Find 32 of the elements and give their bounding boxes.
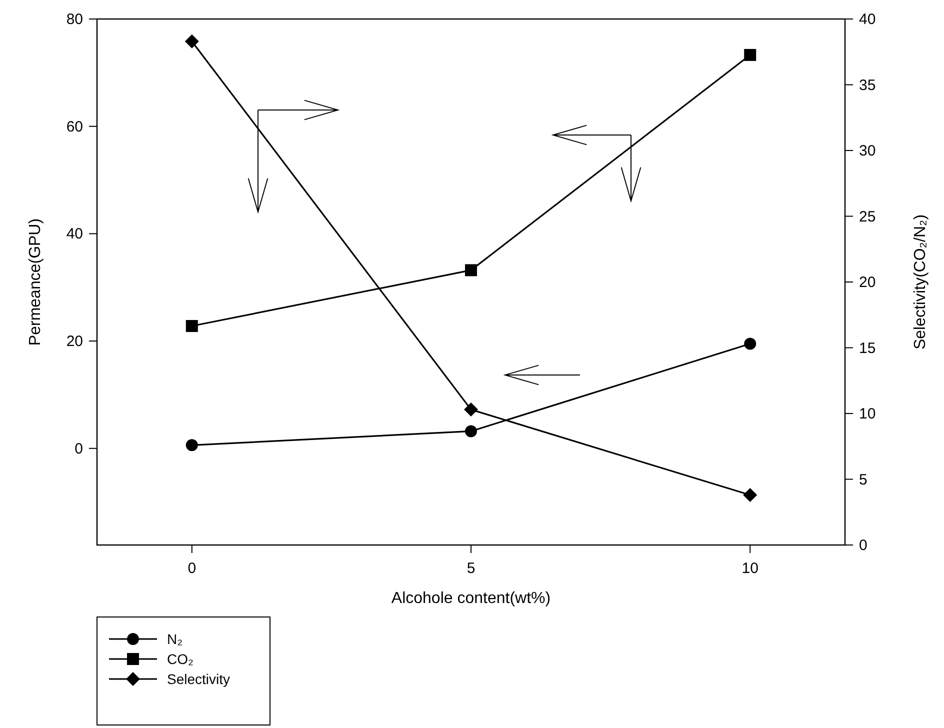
x-axis-title: Alcohole content(wt%) — [391, 590, 551, 607]
point — [464, 402, 478, 417]
legend-label: N₂ — [167, 631, 183, 647]
legend-label: CO₂ — [167, 651, 194, 667]
y-tick-label: 20 — [66, 333, 83, 350]
y2-axis-title: Selectivity(CO₂/N₂) — [912, 214, 929, 350]
x-tick-label: 5 — [466, 560, 476, 577]
x-tick-label: 10 — [742, 560, 758, 577]
y-tick-label: 0 — [74, 440, 83, 458]
point — [465, 264, 477, 276]
y-tick-label: 60 — [66, 118, 83, 136]
x-tick-label: 0 — [188, 560, 196, 577]
y2-tick-label: 30 — [859, 142, 876, 160]
y2-tick-label: 35 — [859, 76, 876, 94]
point — [744, 48, 756, 61]
y2-tick-label: 5 — [859, 471, 868, 488]
legend-label: Selectivity — [167, 671, 230, 687]
point — [465, 425, 477, 438]
y2-tick-label: 10 — [859, 406, 876, 422]
y-tick-label: 40 — [66, 226, 83, 243]
y2-tick-label: 15 — [859, 340, 876, 357]
y2-tick-label: 0 — [859, 537, 868, 554]
point — [744, 338, 756, 350]
point — [743, 488, 758, 502]
y-tick-label: 80 — [66, 11, 83, 28]
point — [184, 34, 199, 48]
y-axis-title: Permeance(GPU) — [27, 218, 44, 346]
point — [186, 439, 198, 452]
y2-tick-label: 40 — [859, 11, 876, 28]
y2-tick-label: 20 — [859, 274, 876, 291]
y2-tick-label: 25 — [859, 208, 876, 226]
point — [186, 320, 198, 332]
